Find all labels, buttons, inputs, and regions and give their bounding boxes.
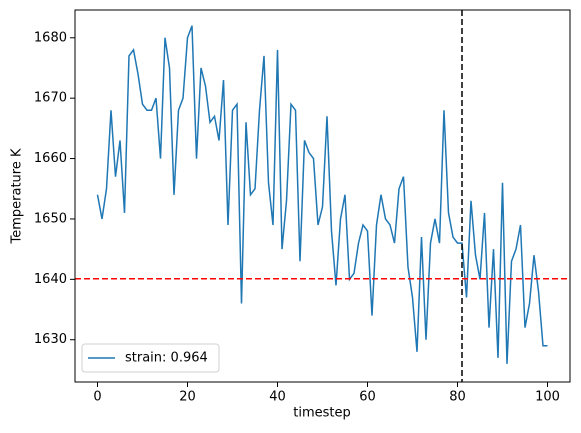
y-tick-label: 1640: [34, 272, 67, 287]
legend-box: [81, 343, 220, 373]
y-tick-label: 1670: [34, 91, 67, 106]
data-line: [96, 25, 548, 364]
x-tick-label: 20: [179, 390, 196, 405]
x-tick-label: 0: [93, 390, 101, 405]
y-tick-label: 1680: [34, 30, 67, 45]
x-axis-label: timestep: [293, 406, 351, 421]
x-tick-label: 60: [359, 390, 376, 405]
legend-label: strain: 0.964: [125, 351, 208, 366]
x-tick-label: 40: [269, 390, 286, 405]
y-tick-label: 1630: [34, 332, 67, 347]
y-tick-label: 1650: [34, 211, 67, 226]
y-axis-label: Temperature K: [10, 148, 25, 244]
x-tick-label: 80: [449, 390, 466, 405]
plot-frame: [74, 9, 571, 383]
x-tick-label: 100: [535, 390, 560, 405]
y-tick-label: 1660: [34, 151, 67, 166]
